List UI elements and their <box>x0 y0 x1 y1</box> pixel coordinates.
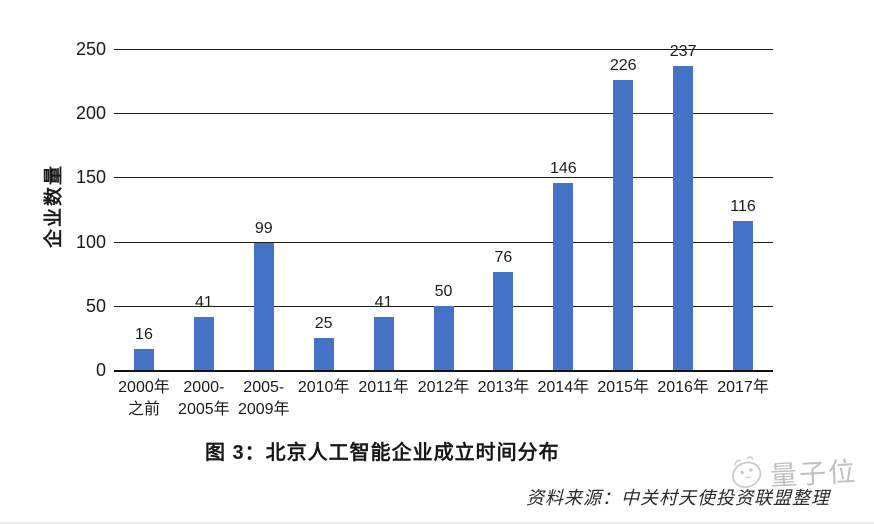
bar-value-label: 226 <box>609 56 637 74</box>
gridline <box>114 241 773 243</box>
bar-value-label: 16 <box>135 326 153 344</box>
x-tick-label: 2000- 2005年 <box>178 379 230 418</box>
y-tick-label: 200 <box>75 103 106 124</box>
bar <box>493 272 514 370</box>
bar-value-label: 146 <box>549 159 577 177</box>
bar <box>193 317 214 370</box>
chart-caption: 图 3：北京人工智能企业成立时间分布 <box>205 442 560 464</box>
watermark: 量子位 <box>722 448 858 494</box>
qbit-mascot-icon <box>732 456 762 488</box>
gridline <box>114 49 773 50</box>
bar-value-label: 50 <box>434 282 453 300</box>
x-tick-label: 2017年 <box>717 379 769 396</box>
x-tick-label: 2011年 <box>358 379 409 396</box>
x-tick-label: 2015年 <box>597 379 650 396</box>
bar <box>253 242 274 370</box>
bar <box>733 221 754 370</box>
source-note: 资料来源：中关村天使投资联盟整理 <box>526 488 830 508</box>
bar-value-label: 116 <box>730 198 756 216</box>
x-tick-label: 2000年 之前 <box>118 379 170 418</box>
x-axis-line <box>114 370 773 372</box>
bar-value-label: 25 <box>314 314 333 332</box>
gridline <box>114 113 773 115</box>
bottom-divider <box>0 522 874 524</box>
bar <box>313 337 334 370</box>
bar <box>553 182 574 370</box>
bar-value-label: 41 <box>374 294 393 312</box>
bar-value-label: 237 <box>669 42 697 60</box>
bar <box>673 65 694 370</box>
y-tick-label: 50 <box>85 295 106 316</box>
bar-value-label: 76 <box>494 249 513 267</box>
bar <box>613 79 634 370</box>
y-tick-label: 100 <box>75 231 106 252</box>
x-tick-label: 2010年 <box>297 379 350 396</box>
bar <box>133 349 154 370</box>
bar-chart: 企业数量 0 50 100 150 200 250 16 2000年 之前 41 2000- 20… <box>44 39 773 418</box>
bar-value-label: 99 <box>254 219 273 237</box>
y-tick-label: 150 <box>75 167 106 188</box>
gridline <box>114 177 773 179</box>
x-tick-label: 2014年 <box>537 379 590 396</box>
x-tick-label: 2016年 <box>657 379 709 396</box>
y-tick-label: 250 <box>75 39 106 59</box>
bar <box>433 305 454 370</box>
bar-value-label: 41 <box>194 294 213 312</box>
x-tick-label: 2012年 <box>417 379 470 396</box>
x-tick-label: 2013年 <box>477 379 530 396</box>
x-tick-label: 2005- 2009年 <box>237 379 290 418</box>
y-tick-label: 0 <box>95 360 106 380</box>
bar <box>373 317 394 370</box>
